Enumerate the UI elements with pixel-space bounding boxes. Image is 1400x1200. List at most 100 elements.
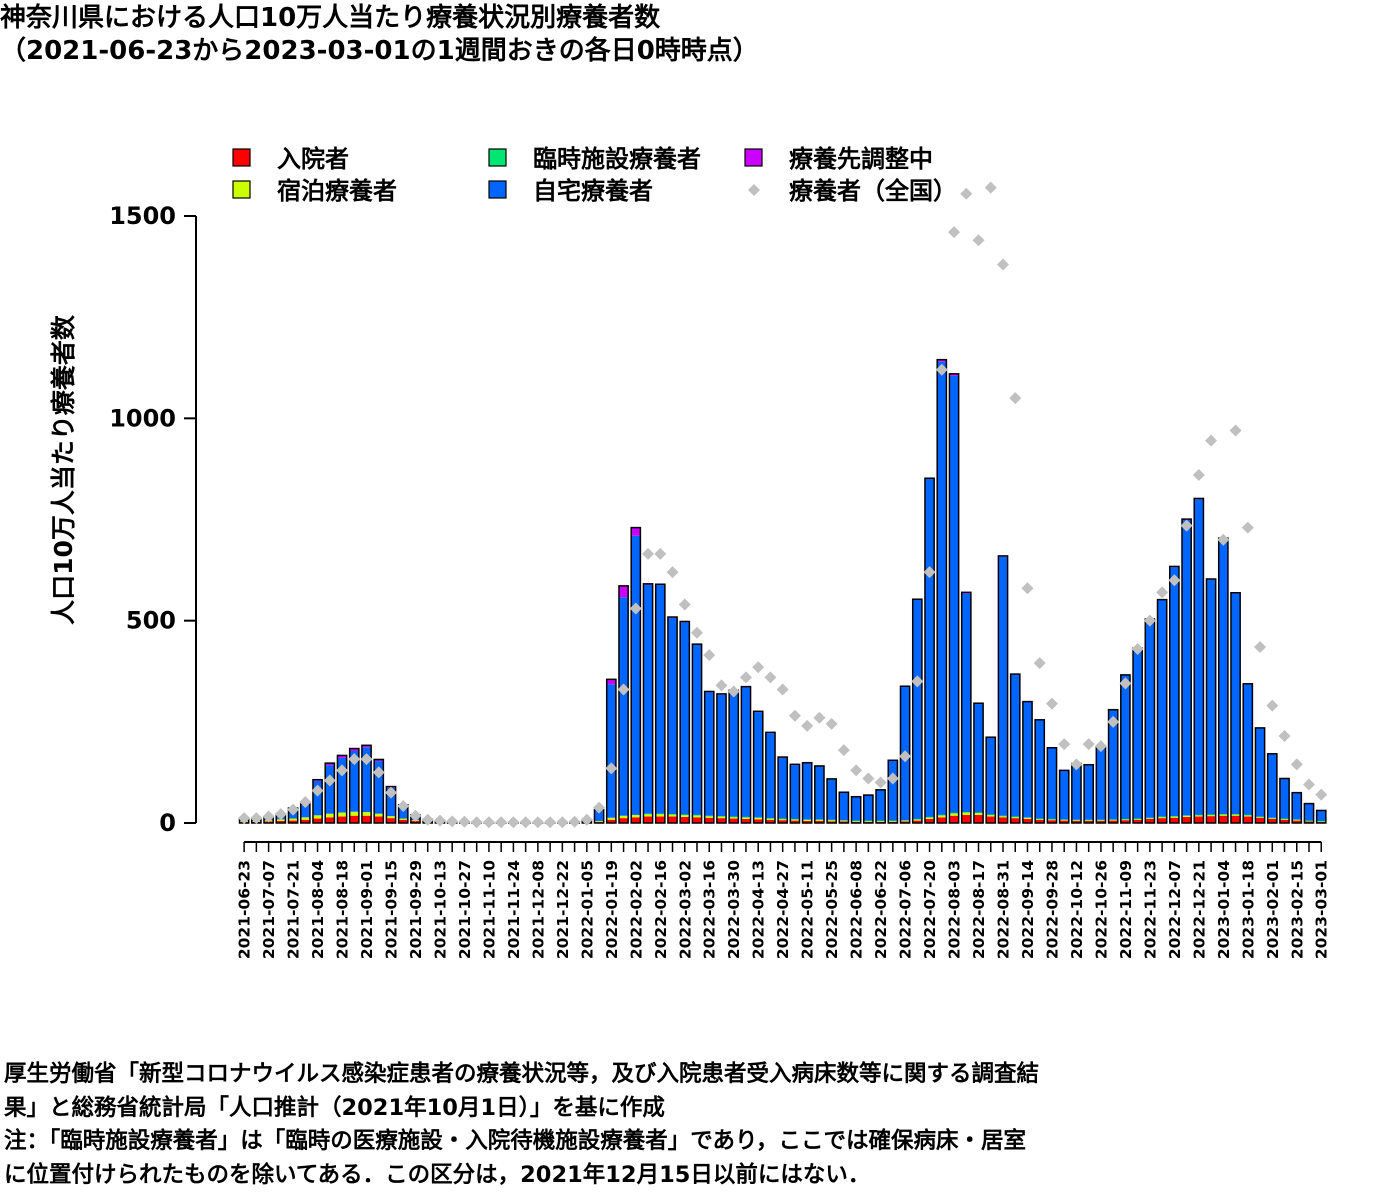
bar-segment [361,745,372,748]
bar-outline [1230,591,1241,824]
national-point [519,816,532,829]
bar-outline [960,591,972,824]
bar-segment [729,818,739,823]
bar-stack [618,585,629,824]
bar-segment [1169,816,1179,818]
bar-segment [1292,793,1302,820]
bar-stack [875,789,886,824]
bar-outline [1254,727,1266,824]
x-tick-label: 2022-04-27 [774,860,792,959]
bar-outline [1266,753,1278,824]
bar-segment [778,820,788,823]
bar-segment [386,816,396,819]
bar-segment [1230,593,1241,815]
bar-segment [912,819,922,821]
bar-segment [1022,702,1033,818]
bar-segment [288,818,298,821]
x-tick-label: 2023-02-01 [1264,860,1282,959]
x-tick-label: 2022-05-11 [799,860,817,959]
bar-stack [1205,578,1217,824]
bar-segment [912,820,922,823]
bar-segment [1108,820,1118,823]
bar-segment [1255,817,1265,823]
legend-swatch [488,180,507,199]
bar-segment [704,692,714,816]
x-tick-label: 2022-05-25 [823,860,841,959]
x-tick-label: 2022-03-02 [676,860,694,959]
bar-segment [1071,820,1082,823]
bar-segment [1145,817,1155,819]
bar-segment [1157,816,1167,818]
bar-segment [325,763,335,766]
national-point [1315,788,1328,801]
bar-segment [765,733,776,819]
x-tick-label: 2022-04-13 [750,860,768,959]
bar-stack [605,678,617,824]
legend-swatch [232,180,251,199]
bar-segment [1047,819,1057,821]
bar-segment [765,819,776,823]
bar-segment [1243,816,1253,823]
national-point [1082,738,1095,751]
x-tick-label: 2021-08-18 [334,860,352,959]
bar-segment [704,816,714,818]
bar-stack [1107,708,1119,824]
bar-outline [765,731,776,824]
bar-outline [1242,683,1254,824]
bar-segment [1243,815,1253,817]
legend-label: 療養先調整中 [789,145,933,173]
bar-stack [838,791,850,824]
national-point [1205,434,1218,447]
bar-segment [349,811,359,816]
bar-outline [740,685,752,824]
bar-stack [1254,727,1266,824]
bar-segment [1035,819,1045,823]
bar-segment [924,816,935,818]
national-point [274,808,287,821]
bar-segment [778,818,788,820]
national-point [409,809,422,822]
bar-segment [606,684,616,818]
bar-segment [1157,600,1167,817]
bar-segment [765,818,776,819]
x-tick-label: 2021-11-10 [480,860,498,959]
bar-stack [1242,683,1254,824]
bar-segment [1096,819,1106,821]
bar-segment [643,814,653,817]
y-axis: 0 500 1000 1500 [109,202,197,837]
x-axis: 2021-06-23 2021-07-07 2021-07-21 2021-08-04… [236,841,1331,959]
national-point [299,795,312,808]
bar-stack [728,689,740,824]
x-tick-label: 2023-01-18 [1239,860,1257,959]
bar-segment [361,747,372,813]
bar-stack [1230,591,1241,824]
national-point [360,753,373,766]
bar-segment [680,622,690,815]
bar-segment [949,813,959,816]
national-point [825,717,838,730]
national-point [874,776,887,789]
bar-segment [374,813,384,817]
bar-segment [827,821,837,823]
bar-segment [1084,765,1094,820]
bar-stack [985,736,997,824]
bar-segment [986,814,996,816]
bar-segment [1059,770,1069,820]
y-axis-label: 人口10万人当たり療養者数 [49,314,78,625]
bar-segment [1145,818,1155,819]
national-point [850,764,863,777]
bar-segment [667,814,678,817]
bar-segment [594,820,604,822]
national-point [470,816,483,829]
bar-stack [373,758,385,824]
bar-outline [361,744,372,824]
x-tick-label: 2022-08-31 [995,860,1013,959]
bar-stack [336,754,348,824]
x-tick-label: 2022-11-09 [1117,860,1135,959]
bar-segment [680,814,690,816]
bar-segment [1182,816,1192,823]
bar-segment [1084,819,1094,821]
national-point [1303,778,1315,791]
bar-stack [887,759,899,824]
legend-label: 自宅療養者 [533,177,653,205]
